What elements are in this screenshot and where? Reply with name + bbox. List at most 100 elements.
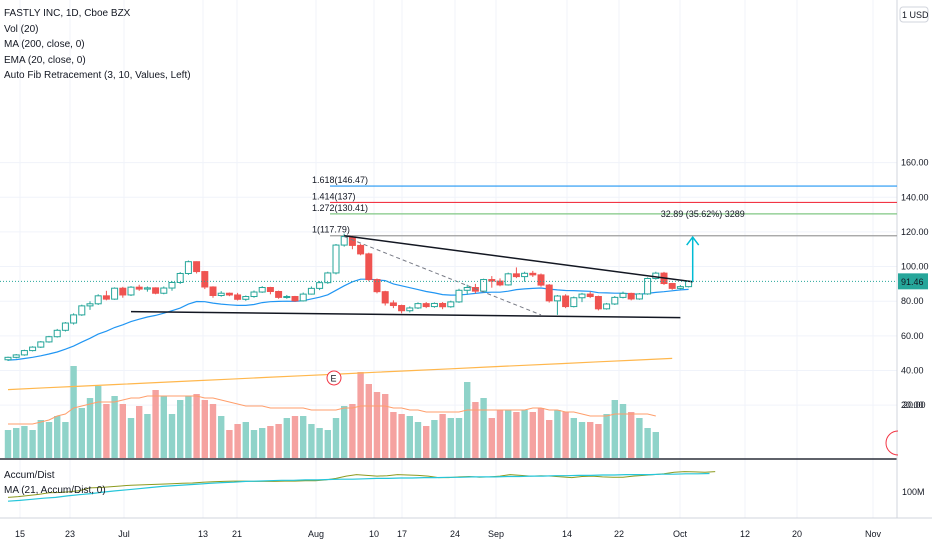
volume-bar bbox=[218, 416, 225, 458]
candle-body bbox=[176, 272, 184, 283]
volume-bar bbox=[636, 418, 643, 458]
volume-bar bbox=[578, 422, 586, 458]
accum-dist-line bbox=[7, 471, 716, 498]
volume-bar bbox=[529, 412, 536, 458]
volume-bar bbox=[103, 404, 110, 458]
candle-body bbox=[611, 296, 619, 305]
time-tick: Nov bbox=[865, 529, 882, 539]
candle-body bbox=[152, 287, 160, 294]
unit-badge[interactable] bbox=[899, 6, 929, 23]
candle-body bbox=[168, 281, 176, 289]
candle-body bbox=[603, 303, 611, 310]
ema-legend[interactable]: EMA (20, close, 0) bbox=[4, 54, 86, 66]
ma-legend[interactable]: MA (200, close, 0) bbox=[4, 39, 85, 50]
price-tick: 20.00 bbox=[901, 400, 924, 410]
last-price-tag bbox=[898, 273, 928, 290]
volume-bar bbox=[505, 410, 512, 458]
time-tick: Aug bbox=[308, 529, 324, 539]
lower-trendline bbox=[130, 310, 681, 319]
volume-bar bbox=[382, 394, 389, 458]
volume-bar bbox=[226, 430, 233, 458]
accum-dist-ma-line bbox=[7, 472, 710, 502]
candle-body bbox=[570, 297, 578, 308]
candle-body bbox=[644, 278, 652, 295]
candle-body bbox=[53, 329, 61, 338]
candle-body bbox=[447, 301, 455, 308]
fib-legend[interactable]: Auto Fib Retracement (3, 10, Values, Lef… bbox=[4, 70, 191, 81]
time-axis[interactable]: 15 23 Jul 13 21 Aug 10 17 24 Sep 14 22 Oct 12 20 Nov bbox=[15, 529, 882, 539]
symbol-title[interactable]: FASTLY INC, 1D, Cboe BZX bbox=[4, 8, 131, 19]
trendline-drawings[interactable]: 32.89 (35.62%) 3289 E bbox=[0, 209, 897, 386]
price-axis[interactable]: 20.00 40.00 60.00 80.00 100.00 120.00 140.00 16… bbox=[885, 6, 929, 497]
candle-body bbox=[143, 287, 151, 290]
volume-bar bbox=[267, 426, 274, 458]
volume-bar bbox=[177, 400, 184, 458]
price-tick: 140.00 bbox=[901, 192, 929, 202]
volume-bar bbox=[455, 418, 463, 458]
volume-bar bbox=[37, 420, 44, 458]
time-tick: 22 bbox=[614, 529, 624, 539]
volume-bar bbox=[472, 402, 479, 458]
volume-bar bbox=[619, 404, 627, 458]
candle-body bbox=[4, 356, 12, 361]
fib-label-1-272: 1.272(130.41) bbox=[312, 203, 368, 213]
fib-dashed-line bbox=[344, 236, 542, 316]
accum-dist-legend[interactable]: Accum/Dist bbox=[4, 470, 55, 481]
volume-bar bbox=[21, 426, 28, 458]
volume-bar bbox=[13, 428, 20, 458]
candle-body bbox=[512, 273, 520, 278]
price-tick: 40.00 bbox=[901, 366, 924, 376]
volume-bar bbox=[398, 414, 405, 458]
volume-axis-label: 20.00 bbox=[903, 400, 926, 410]
time-tick: 10 bbox=[369, 529, 379, 539]
volume-bar bbox=[209, 404, 217, 458]
time-tick: 24 bbox=[450, 529, 460, 539]
volume-bar bbox=[29, 430, 36, 458]
volume-bar bbox=[300, 416, 307, 458]
time-tick: Sep bbox=[488, 529, 504, 539]
vol-legend[interactable]: Vol (20) bbox=[4, 23, 39, 35]
candle-body bbox=[316, 282, 324, 289]
candle-body bbox=[594, 296, 602, 310]
unit-label: 1 USD bbox=[902, 10, 929, 20]
volume-bar bbox=[324, 430, 331, 458]
candle-body bbox=[430, 302, 438, 308]
volume-bar bbox=[201, 400, 208, 458]
candle-body bbox=[193, 261, 201, 273]
time-tick: Oct bbox=[673, 529, 688, 539]
volume-bar bbox=[341, 406, 348, 458]
price-tick: 60.00 bbox=[901, 331, 924, 341]
price-tick: 120.00 bbox=[901, 227, 929, 237]
volume-bar bbox=[234, 424, 241, 458]
chart-grid bbox=[0, 0, 932, 519]
volume-bar bbox=[357, 372, 364, 458]
volume-bar bbox=[390, 412, 397, 458]
candle-body bbox=[488, 279, 496, 282]
time-tick: 13 bbox=[198, 529, 208, 539]
measure-arrowhead bbox=[686, 235, 700, 246]
candle-body bbox=[668, 283, 676, 289]
price-tick: 100.00 bbox=[901, 262, 929, 272]
volume-bar bbox=[570, 418, 577, 458]
volume-bar bbox=[144, 414, 151, 458]
volume-bar bbox=[160, 396, 167, 458]
candle-body bbox=[160, 287, 168, 294]
volume-bar bbox=[480, 398, 487, 458]
fib-label-1-618: 1.618(146.47) bbox=[312, 175, 368, 185]
candle-body bbox=[275, 290, 283, 298]
candle-body bbox=[389, 302, 397, 307]
candle-body bbox=[119, 287, 127, 296]
last-price-label: 91.46 bbox=[901, 277, 924, 287]
accum-dist-pane bbox=[7, 471, 716, 502]
volume-bar bbox=[537, 408, 545, 458]
volume-bar bbox=[119, 404, 126, 458]
candle-body bbox=[480, 279, 488, 292]
candle-body bbox=[242, 296, 250, 300]
accum-ma-legend[interactable]: MA (21, Accum/Dist, 0) bbox=[4, 485, 106, 496]
earnings-marker bbox=[326, 370, 342, 386]
candle-body bbox=[20, 350, 28, 356]
candle-body bbox=[627, 292, 635, 300]
volume-bar bbox=[406, 416, 413, 458]
earnings-marker-letter: E bbox=[331, 373, 337, 383]
